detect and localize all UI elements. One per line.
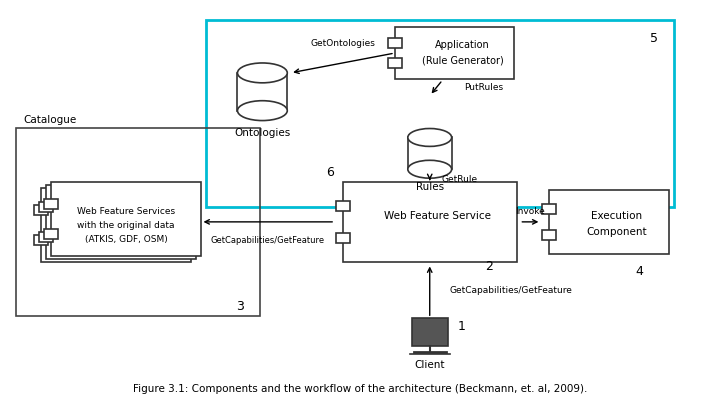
Text: Client: Client	[415, 360, 445, 370]
Bar	[51, 182, 201, 256]
Bar	[542, 230, 557, 240]
Bar	[336, 233, 349, 243]
Text: 3: 3	[237, 300, 244, 313]
Bar	[35, 235, 48, 245]
Text: (Rule Generator): (Rule Generator)	[422, 56, 503, 66]
Ellipse shape	[238, 63, 287, 83]
Bar	[238, 73, 287, 111]
Text: Rules: Rules	[415, 182, 444, 192]
Text: Web Feature Services: Web Feature Services	[77, 208, 175, 217]
Text: (ATKIS, GDF, OSM): (ATKIS, GDF, OSM)	[84, 235, 167, 244]
Bar	[206, 20, 674, 207]
Bar	[40, 232, 53, 242]
Text: Execution: Execution	[591, 211, 642, 221]
Text: Figure 3.1: Components and the workflow of the architecture (Beckmann, et. al, 2: Figure 3.1: Components and the workflow …	[132, 384, 588, 394]
Bar	[46, 185, 196, 259]
Bar	[408, 138, 451, 169]
Text: 5: 5	[650, 32, 658, 45]
Text: 4: 4	[635, 265, 643, 278]
Bar	[549, 190, 669, 254]
Bar	[35, 205, 48, 215]
Text: Catalogue: Catalogue	[23, 115, 76, 125]
Text: GetCapabilities/GetFeature: GetCapabilities/GetFeature	[450, 287, 572, 295]
Ellipse shape	[408, 160, 451, 178]
Text: Ontologies: Ontologies	[234, 127, 290, 138]
Text: with the original data: with the original data	[77, 221, 175, 230]
Bar	[40, 202, 53, 212]
Text: 1: 1	[458, 319, 466, 333]
Ellipse shape	[408, 129, 451, 147]
Bar	[41, 188, 191, 262]
Text: Web Feature Service: Web Feature Service	[384, 211, 491, 221]
Text: Invoke: Invoke	[516, 207, 545, 216]
Bar	[17, 127, 261, 316]
Bar	[388, 58, 402, 68]
Bar	[44, 229, 58, 239]
Text: 6: 6	[326, 166, 334, 179]
Text: 2: 2	[485, 260, 493, 273]
Text: PutRules: PutRules	[464, 83, 504, 92]
Text: GetOntologies: GetOntologies	[310, 39, 375, 48]
Text: Application: Application	[435, 40, 490, 50]
Bar	[542, 204, 557, 214]
Text: Component: Component	[587, 227, 647, 237]
Text: GetRule: GetRule	[441, 175, 478, 184]
Bar	[388, 38, 402, 48]
Bar	[343, 182, 517, 262]
Text: GetCapabilities/GetFeature: GetCapabilities/GetFeature	[211, 236, 325, 245]
Bar	[412, 318, 448, 346]
Bar	[44, 199, 58, 209]
Bar	[336, 201, 349, 211]
Ellipse shape	[238, 101, 287, 120]
Bar	[395, 27, 514, 79]
